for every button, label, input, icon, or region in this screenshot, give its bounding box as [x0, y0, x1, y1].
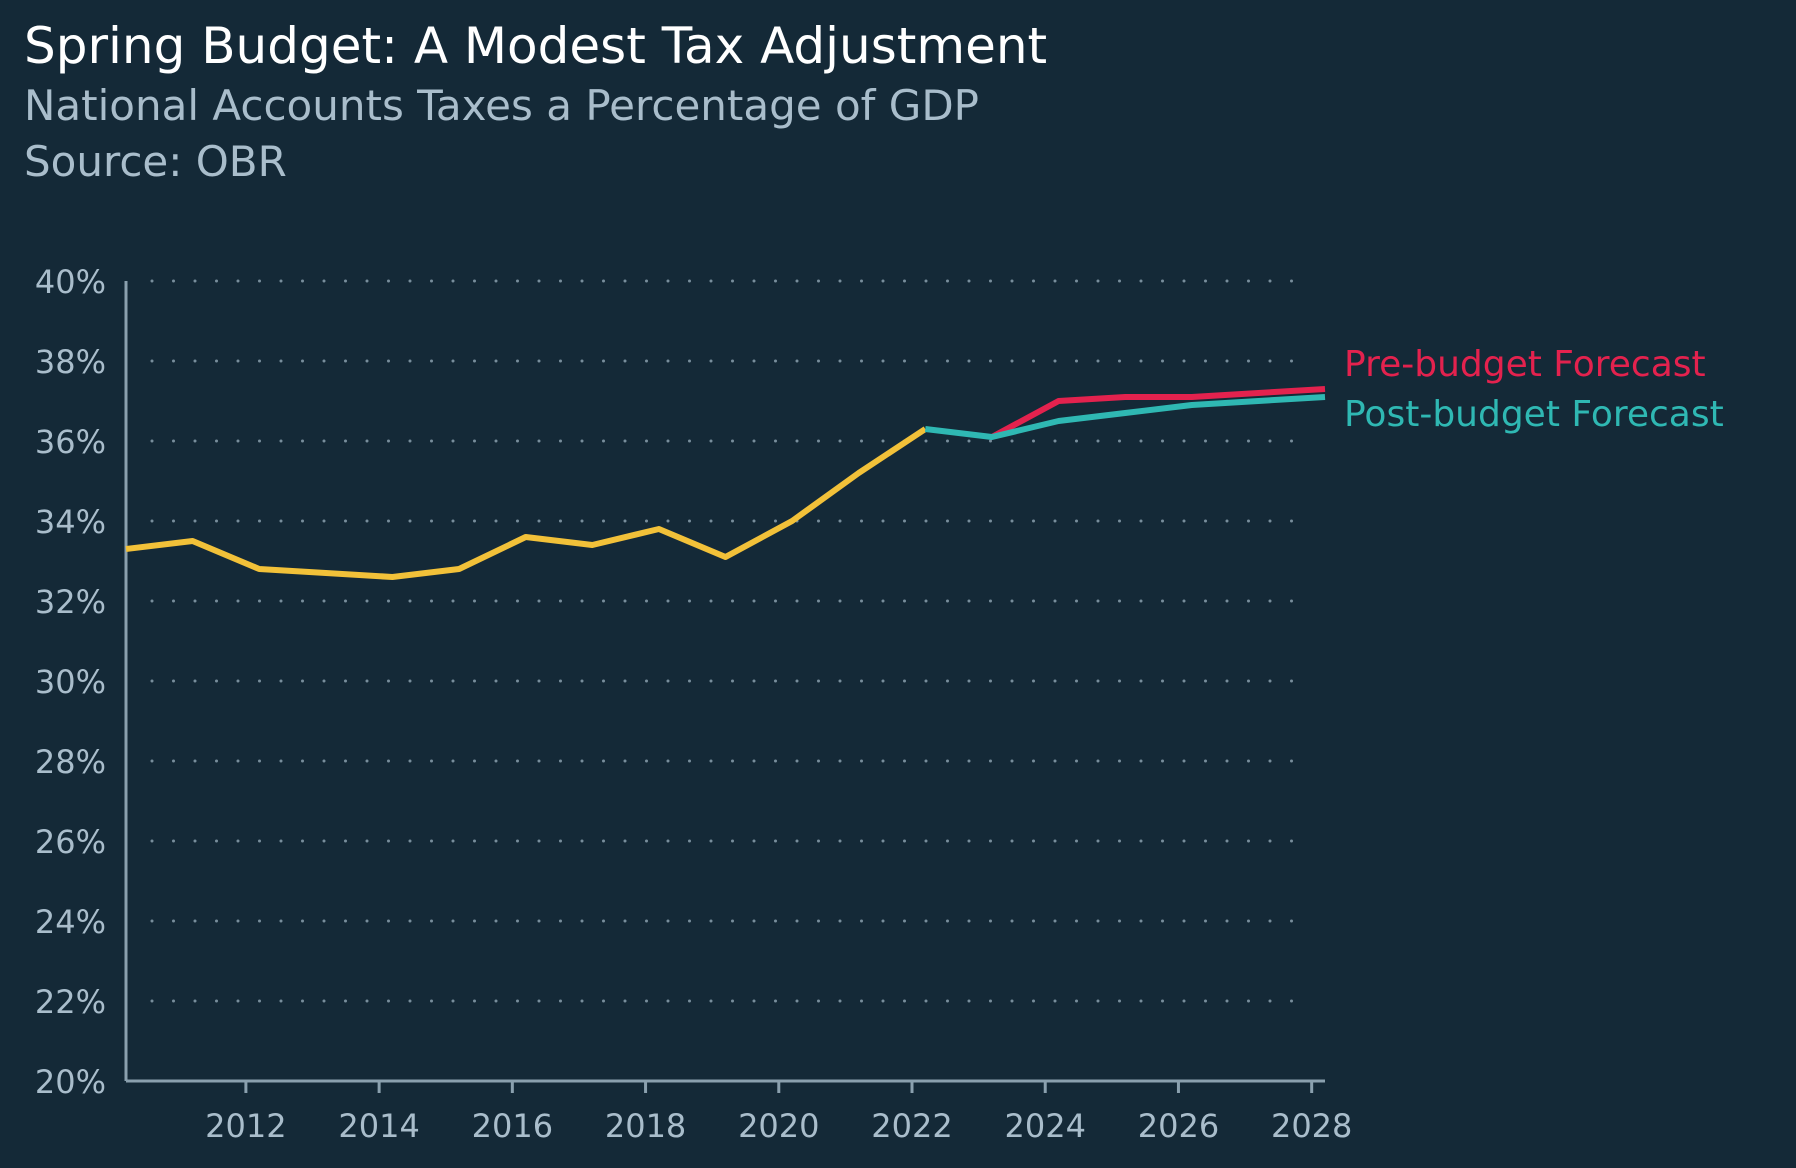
x-tick-label: 2014 — [338, 1107, 419, 1145]
y-tick-label: 28% — [35, 743, 106, 781]
x-tick-label: 2028 — [1271, 1107, 1352, 1145]
y-tick-label: 34% — [35, 503, 106, 541]
y-tick-label: 22% — [35, 983, 106, 1021]
x-tick-label: 2024 — [1005, 1107, 1086, 1145]
series-labels: Pre-budget Forecast Post-budget Forecast — [1344, 344, 1724, 435]
chart-title: Spring Budget: A Modest Tax Adjustment — [24, 17, 1048, 75]
x-tick-label: 2016 — [472, 1107, 553, 1145]
x-tick-label: 2020 — [738, 1107, 819, 1145]
x-tick-label: 2022 — [871, 1107, 952, 1145]
y-tick-label: 20% — [35, 1063, 106, 1101]
axes: 20% 22% 24% 26% 28% 30% 32% 34% 36% 38% 40% 2012 201… — [35, 263, 1353, 1145]
series-line-post-budget — [924, 394, 1326, 440]
y-tick-label: 36% — [35, 423, 106, 461]
series-lines — [125, 386, 1326, 580]
chart-source: Source: OBR — [24, 137, 287, 186]
series-line-historical — [125, 426, 927, 580]
chart-subtitle: National Accounts Taxes a Percentage of … — [24, 81, 980, 130]
x-tick-label: 2012 — [205, 1107, 286, 1145]
gridlines — [150, 279, 1309, 1003]
y-tick-label: 32% — [35, 583, 106, 621]
series-label-post-budget: Post-budget Forecast — [1344, 394, 1724, 435]
y-tick-label: 40% — [35, 263, 106, 301]
y-tick-label: 30% — [35, 663, 106, 701]
y-tick-label: 24% — [35, 903, 106, 941]
series-line-pre-budget — [990, 386, 1326, 440]
y-tick-label: 38% — [35, 343, 106, 381]
chart-header: Spring Budget: A Modest Tax Adjustment N… — [24, 14, 1047, 190]
x-tick-label: 2018 — [605, 1107, 686, 1145]
x-tick-label: 2026 — [1138, 1107, 1219, 1145]
series-label-pre-budget: Pre-budget Forecast — [1344, 344, 1706, 385]
y-tick-label: 26% — [35, 823, 106, 861]
